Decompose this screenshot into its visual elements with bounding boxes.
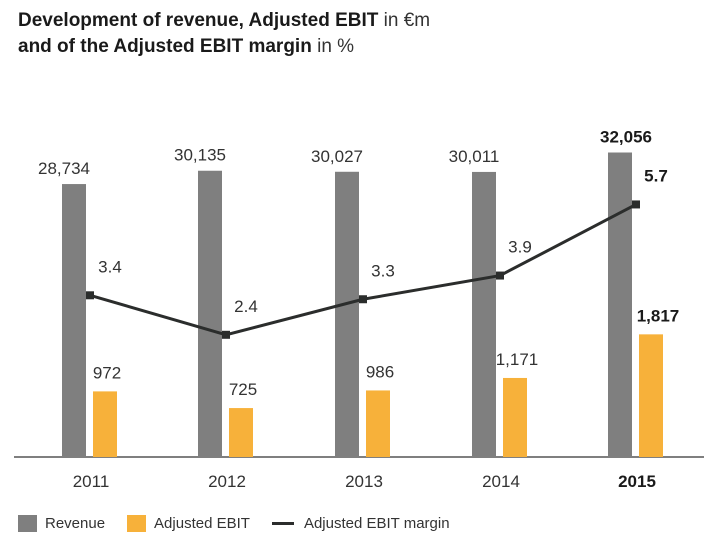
labels-layer: 28,734 972 3.4 2011 30,135 725 2.4 2012 30,027 98… — [38, 128, 679, 491]
ebit-label-2013: 986 — [366, 362, 394, 381]
legend: Revenue Adjusted EBIT Adjusted EBIT marg… — [18, 512, 472, 534]
ebit-label-2014: 1,171 — [496, 350, 539, 369]
title-line-2-unit: in % — [311, 36, 355, 57]
legend-revenue-label: Revenue — [45, 514, 106, 532]
ebit-bar-2011 — [93, 391, 117, 457]
revenue-bar-2013 — [335, 171, 359, 457]
ebit-bar-2012 — [229, 408, 253, 457]
title-line-2: and of the Adjusted EBIT margin in % — [18, 34, 430, 60]
ebit-bar-2014 — [503, 377, 527, 457]
revenue-bar-2012 — [198, 170, 222, 458]
ebit-swatch — [127, 514, 147, 532]
revenue-bar-2011 — [62, 184, 86, 458]
margin-label-2013: 3.3 — [371, 261, 395, 280]
title-line-1: Development of revenue, Adjusted EBIT in… — [18, 8, 430, 34]
ebit-label-2015: 1,817 — [637, 306, 680, 325]
margin-line-swatch — [271, 521, 294, 525]
title-line-2-bold: and of the Adjusted EBIT margin — [18, 36, 312, 57]
revenue-label-2011: 28,734 — [38, 159, 90, 178]
x-tick-2013: 2013 — [345, 472, 383, 491]
x-tick-2012: 2012 — [208, 472, 246, 491]
margin-point-2015 — [632, 200, 640, 209]
legend-ebit-label: Adjusted EBIT — [154, 514, 250, 532]
revenue-label-2013: 30,027 — [311, 147, 363, 166]
legend-item-revenue: Revenue — [18, 514, 106, 532]
revenue-label-2012: 30,135 — [174, 146, 226, 165]
revenue-swatch — [18, 514, 37, 532]
ebit-label-2012: 725 — [229, 380, 257, 399]
bars-layer — [62, 152, 663, 458]
revenue-label-2015: 32,056 — [600, 128, 652, 147]
margin-label-2014: 3.9 — [508, 238, 532, 257]
margin-point-2011 — [86, 291, 94, 300]
title-line-1-unit: in €m — [378, 10, 431, 31]
margin-point-2014 — [496, 271, 504, 280]
ebit-bar-2013 — [366, 390, 390, 457]
ebit-label-2011: 972 — [93, 363, 121, 382]
revenue-bar-2014 — [472, 171, 496, 457]
legend-item-margin: Adjusted EBIT margin — [271, 514, 450, 532]
revenue-label-2014: 30,011 — [449, 147, 500, 166]
x-tick-2011: 2011 — [73, 472, 110, 491]
margin-label-2015: 5.7 — [644, 166, 668, 185]
revenue-bar-2015 — [608, 152, 632, 457]
margin-point-2013 — [359, 295, 367, 304]
margin-point-2012 — [222, 330, 230, 339]
x-tick-2014: 2014 — [482, 472, 520, 491]
margin-line — [89, 203, 637, 337]
chart-title: Development of revenue, Adjusted EBIT in… — [18, 8, 430, 60]
margin-label-2012: 2.4 — [234, 297, 258, 316]
x-tick-2015: 2015 — [618, 472, 656, 491]
legend-item-ebit: Adjusted EBIT — [127, 514, 250, 532]
ebit-bar-2015 — [639, 334, 663, 457]
margin-label-2011: 3.4 — [98, 257, 122, 276]
title-line-1-bold: Development of revenue, Adjusted EBIT — [18, 10, 379, 31]
legend-margin-label: Adjusted EBIT margin — [303, 514, 450, 532]
margin-line-layer — [86, 200, 640, 339]
